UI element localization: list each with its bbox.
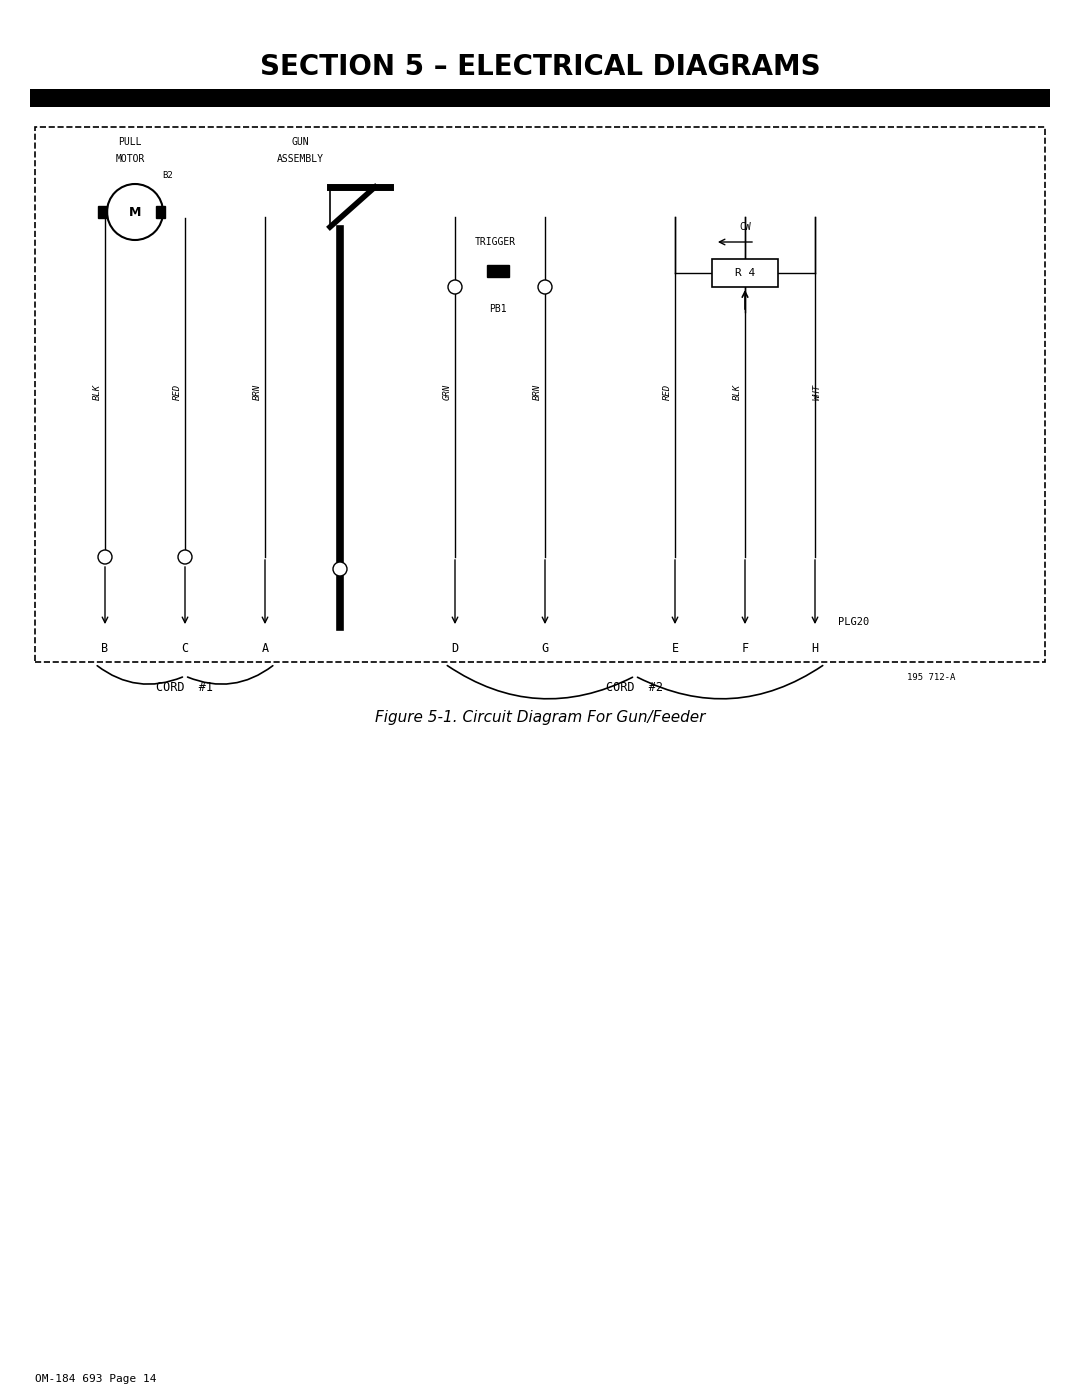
Text: PLG20: PLG20: [838, 617, 869, 627]
Text: ASSEMBLY: ASSEMBLY: [276, 154, 324, 163]
Text: B: B: [102, 643, 109, 655]
Text: BRN: BRN: [253, 384, 261, 400]
Text: G: G: [541, 643, 549, 655]
Text: GRN: GRN: [443, 384, 451, 400]
Text: 195 712-A: 195 712-A: [906, 672, 955, 682]
Text: BRN: BRN: [532, 384, 541, 400]
FancyBboxPatch shape: [487, 265, 509, 277]
Text: H: H: [811, 643, 819, 655]
Text: R 4: R 4: [734, 268, 755, 278]
Circle shape: [448, 279, 462, 293]
Text: B2: B2: [163, 170, 174, 179]
Circle shape: [178, 550, 192, 564]
Text: RED: RED: [173, 384, 181, 400]
FancyBboxPatch shape: [98, 205, 107, 218]
Text: CORD  #1: CORD #1: [157, 680, 214, 694]
Text: SECTION 5 – ELECTRICAL DIAGRAMS: SECTION 5 – ELECTRICAL DIAGRAMS: [259, 53, 821, 81]
FancyBboxPatch shape: [30, 89, 1050, 108]
Text: C: C: [181, 643, 189, 655]
Text: D: D: [451, 643, 459, 655]
Circle shape: [98, 550, 112, 564]
Text: A: A: [261, 643, 269, 655]
Text: MOTOR: MOTOR: [116, 154, 145, 163]
Text: M: M: [129, 205, 141, 218]
Text: BLK: BLK: [732, 384, 742, 400]
Text: PULL: PULL: [118, 137, 141, 147]
Text: OM-184 693 Page 14: OM-184 693 Page 14: [35, 1375, 157, 1384]
Circle shape: [107, 184, 163, 240]
Text: RED: RED: [662, 384, 672, 400]
Text: PB1: PB1: [489, 305, 507, 314]
Text: CORD  #2: CORD #2: [607, 680, 663, 694]
Text: CW: CW: [739, 222, 751, 232]
Text: F: F: [742, 643, 748, 655]
Text: GUN: GUN: [292, 137, 309, 147]
Text: WHT: WHT: [812, 384, 822, 400]
Text: E: E: [672, 643, 678, 655]
Circle shape: [538, 279, 552, 293]
Circle shape: [333, 562, 347, 576]
Text: BLK: BLK: [93, 384, 102, 400]
Text: TRIGGER: TRIGGER: [474, 237, 515, 247]
FancyBboxPatch shape: [712, 258, 778, 286]
Text: Figure 5-1. Circuit Diagram For Gun/Feeder: Figure 5-1. Circuit Diagram For Gun/Feed…: [375, 710, 705, 725]
FancyBboxPatch shape: [156, 205, 165, 218]
